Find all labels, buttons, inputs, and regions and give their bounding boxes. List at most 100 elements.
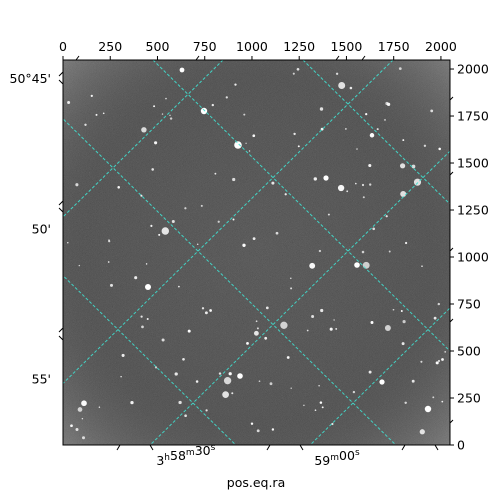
star (352, 390, 356, 394)
bright-star (237, 373, 243, 379)
star (252, 237, 256, 241)
star (392, 308, 395, 311)
x-tick-label: 2000 (425, 39, 457, 54)
star (369, 183, 372, 186)
star (356, 148, 358, 150)
star (140, 315, 143, 318)
plot-frame (62, 59, 451, 446)
bright-star (323, 175, 329, 181)
star (98, 406, 101, 408)
star (275, 231, 279, 235)
star (178, 285, 180, 288)
star (223, 377, 232, 385)
star (404, 241, 408, 245)
dec-grid-line (309, 307, 450, 445)
star (346, 190, 349, 193)
star (245, 142, 247, 144)
star (228, 372, 232, 376)
star (335, 72, 339, 75)
y-tick-label: 1750 (457, 109, 489, 124)
star (204, 311, 208, 315)
star (290, 277, 292, 280)
star (174, 372, 178, 376)
edge-tick (449, 318, 454, 323)
star (225, 96, 228, 99)
star (441, 358, 444, 361)
star (370, 321, 374, 324)
star (246, 342, 249, 345)
star (384, 119, 386, 121)
star (411, 164, 416, 169)
star (292, 72, 295, 75)
star (255, 320, 258, 323)
star (184, 414, 187, 418)
star (205, 409, 208, 412)
bright-star (379, 379, 385, 385)
star (419, 429, 425, 435)
star (187, 329, 191, 333)
star (75, 428, 79, 431)
star (269, 382, 273, 386)
star (256, 327, 259, 330)
ra-tick (116, 444, 121, 451)
star (368, 163, 372, 168)
ra-tick (299, 444, 304, 451)
star (365, 112, 368, 116)
star (399, 163, 406, 169)
star (145, 263, 148, 265)
star (368, 370, 372, 374)
star (117, 186, 120, 189)
dec-tick-label: 55' (32, 372, 51, 387)
star (338, 82, 346, 89)
star (386, 102, 391, 107)
edge-tick (195, 55, 200, 61)
star (265, 306, 269, 310)
star (327, 213, 330, 216)
star (384, 325, 391, 331)
ra-tick (266, 444, 271, 451)
star (413, 178, 422, 186)
star (201, 307, 205, 310)
star (401, 342, 405, 346)
star (433, 316, 437, 320)
star (435, 361, 439, 365)
star (400, 190, 407, 198)
star (388, 250, 391, 253)
star (234, 83, 237, 86)
star (337, 184, 345, 192)
star (318, 249, 322, 253)
star (314, 409, 317, 412)
star (411, 379, 415, 383)
star (438, 147, 441, 151)
y-tick-label: 0 (457, 438, 465, 453)
x-tick-label: 1000 (236, 39, 268, 54)
star (161, 338, 165, 342)
star (372, 227, 376, 231)
star (232, 218, 235, 221)
star (441, 400, 444, 403)
star (165, 97, 167, 100)
star (141, 325, 144, 329)
star (252, 134, 256, 138)
edge-tick (449, 247, 454, 252)
coordinate-grid (63, 60, 450, 445)
star (306, 329, 309, 332)
star (77, 407, 83, 412)
star (400, 310, 403, 312)
y-axis-right: 0 250 500 750 1000 1250 1500 1750 2000 (450, 62, 489, 453)
x-tick-label: 1250 (283, 39, 315, 54)
star (432, 396, 435, 399)
edge-tick (449, 96, 454, 101)
star (320, 127, 324, 131)
star (335, 327, 338, 330)
dec-tick (58, 79, 64, 85)
star (218, 372, 222, 375)
star (290, 387, 292, 389)
star (154, 141, 158, 145)
star (209, 309, 212, 312)
bright-star (424, 405, 432, 413)
star (362, 261, 370, 269)
star (169, 117, 173, 120)
x-axis-label: pos.eq.ra (227, 475, 285, 490)
dec-tick-label: 50°45' (10, 71, 52, 86)
